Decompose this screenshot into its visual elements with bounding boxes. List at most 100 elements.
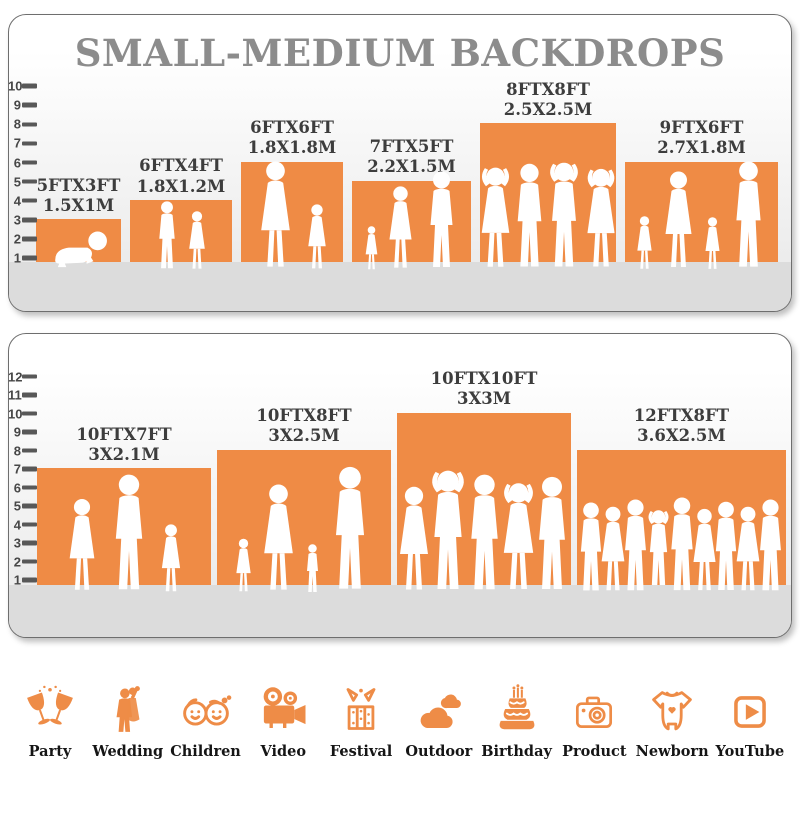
page-title: SMALL-MEDIUM BACKDROPS bbox=[74, 31, 726, 75]
bar-label: 7FTX5FT 2.2X1.5M bbox=[367, 137, 455, 177]
category-label: Birthday bbox=[481, 743, 552, 760]
bar-size-m: 3X2.1M bbox=[88, 444, 160, 464]
category-label: Party bbox=[28, 743, 72, 760]
newborn-icon bbox=[645, 679, 699, 737]
bar-size-ft: 8FTX8FT bbox=[506, 80, 590, 100]
bar-rect bbox=[37, 468, 211, 585]
bar-size-m: 1.8X1.2M bbox=[136, 176, 226, 196]
bar-size-ft: 12FTX8FT bbox=[633, 406, 730, 426]
bar-5ftx3ft: 5FTX3FT 1.5X1M bbox=[36, 176, 121, 262]
category-row: Party Wedding bbox=[0, 679, 800, 760]
bar-label: 6FTX4FT 1.8X1.2M bbox=[137, 156, 225, 196]
bar-10ftx10ft: 10FTX10FT 3X3M bbox=[397, 369, 571, 585]
bar-rect bbox=[625, 161, 778, 263]
category-label: Video bbox=[260, 743, 307, 760]
people-silhouette bbox=[471, 162, 625, 271]
party-icon bbox=[23, 679, 77, 737]
children-icon bbox=[178, 679, 234, 737]
panel-2-floor bbox=[9, 585, 791, 637]
panel-1-bars: 5FTX3FT 1.5X1M 6FTX4FT 1.8X1.2M bbox=[36, 80, 778, 262]
category-product: Product bbox=[558, 679, 630, 760]
bar-size-ft: 9FTX6FT bbox=[659, 118, 744, 138]
category-label: YouTube bbox=[715, 743, 785, 760]
bar-rect bbox=[241, 161, 343, 263]
bar-size-m: 1.5X1M bbox=[42, 195, 115, 215]
category-birthday: Birthday bbox=[481, 679, 553, 760]
category-label: Product bbox=[562, 743, 627, 760]
festival-icon bbox=[335, 679, 387, 737]
people-silhouette bbox=[233, 466, 376, 594]
people-silhouette bbox=[573, 497, 790, 594]
bar-label: 12FTX8FT 3.6X2.5M bbox=[634, 406, 729, 446]
category-children: Children bbox=[170, 679, 242, 760]
bar-size-ft: 7FTX5FT bbox=[369, 137, 454, 157]
bar-7ftx5ft: 7FTX5FT 2.2X1.5M bbox=[352, 137, 471, 262]
bar-size-ft: 6FTX4FT bbox=[139, 156, 223, 176]
panel-1-background: SMALL-MEDIUM BACKDROPS 5FTX3FT 1.5X1M 6F… bbox=[8, 14, 792, 312]
people-silhouette bbox=[48, 229, 109, 268]
bar-rect bbox=[217, 449, 391, 586]
category-label: Wedding bbox=[92, 743, 164, 760]
panel-2-background: 10FTX7FT 3X2.1M 10FTX8FT 3X2.5M bbox=[8, 333, 792, 638]
people-silhouette bbox=[362, 171, 461, 271]
bar-size-ft: 5FTX3FT bbox=[36, 175, 121, 195]
bar-12ftx8ft: 12FTX8FT 3.6X2.5M bbox=[577, 406, 786, 585]
bar-size-ft: 10FTX8FT bbox=[256, 406, 352, 426]
video-icon bbox=[256, 679, 310, 737]
bar-6ftx4ft: 6FTX4FT 1.8X1.2M bbox=[130, 156, 232, 262]
bar-9ftx6ft: 9FTX6FT 2.7X1.8M bbox=[625, 118, 778, 262]
bar-6ftx6ft: 6FTX6FT 1.8X1.8M bbox=[241, 118, 343, 262]
bar-rect bbox=[480, 123, 616, 262]
bar-label: 10FTX8FT 3X2.5M bbox=[256, 406, 351, 446]
bar-rect bbox=[130, 199, 232, 262]
bar-rect bbox=[352, 181, 471, 262]
bar-rect bbox=[577, 449, 786, 586]
bar-label: 10FTX10FT 3X3M bbox=[431, 369, 538, 409]
bar-size-m: 2.7X1.8M bbox=[657, 138, 746, 158]
bar-10ftx7ft: 10FTX7FT 3X2.1M bbox=[37, 425, 211, 585]
category-outdoor: Outdoor bbox=[403, 679, 475, 760]
category-festival: Festival bbox=[325, 679, 397, 760]
category-party: Party bbox=[14, 679, 86, 760]
people-silhouette bbox=[254, 161, 331, 271]
bar-8ftx8ft: 8FTX8FT 2.5X2.5M bbox=[480, 80, 616, 262]
bar-size-ft: 6FTX6FT bbox=[250, 118, 334, 138]
category-label: Newborn bbox=[635, 743, 709, 760]
people-silhouette bbox=[153, 201, 209, 271]
wedding-icon bbox=[103, 679, 153, 737]
bar-size-ft: 10FTX10FT bbox=[430, 369, 538, 389]
panel-1-floor bbox=[9, 262, 791, 311]
outdoor-icon bbox=[412, 679, 466, 737]
bar-size-m: 3X2.5M bbox=[268, 426, 340, 446]
category-youtube: YouTube bbox=[714, 679, 786, 760]
category-label: Festival bbox=[329, 743, 393, 760]
category-video: Video bbox=[247, 679, 319, 760]
bar-size-m: 3X3M bbox=[456, 389, 512, 409]
bar-10ftx8ft: 10FTX8FT 3X2.5M bbox=[217, 406, 391, 585]
bar-label: 9FTX6FT 2.7X1.8M bbox=[657, 118, 745, 158]
bar-rect bbox=[36, 218, 121, 262]
bar-label: 8FTX8FT 2.5X2.5M bbox=[504, 80, 592, 120]
people-silhouette bbox=[393, 470, 576, 594]
panel-small-medium-top: SMALL-MEDIUM BACKDROPS 5FTX3FT 1.5X1M 6F… bbox=[8, 14, 792, 312]
category-newborn: Newborn bbox=[635, 679, 709, 760]
bar-label: 6FTX6FT 1.8X1.8M bbox=[248, 118, 336, 158]
bar-rect bbox=[397, 412, 571, 586]
bar-label: 10FTX7FT 3X2.1M bbox=[76, 425, 171, 465]
bar-size-ft: 10FTX7FT bbox=[76, 424, 172, 444]
youtube-icon bbox=[725, 679, 775, 737]
bar-size-m: 2.2X1.5M bbox=[367, 157, 456, 177]
bar-size-m: 3.6X2.5M bbox=[637, 426, 726, 446]
category-wedding: Wedding bbox=[92, 679, 164, 760]
people-silhouette bbox=[63, 474, 185, 594]
panel-small-medium-bottom: 10FTX7FT 3X2.1M 10FTX8FT 3X2.5M bbox=[8, 333, 792, 638]
bar-label: 5FTX3FT 1.5X1M bbox=[37, 176, 121, 216]
panel-2-bars: 10FTX7FT 3X2.1M 10FTX8FT 3X2.5M bbox=[37, 369, 786, 585]
people-silhouette bbox=[633, 161, 770, 271]
bar-size-m: 2.5X2.5M bbox=[503, 100, 593, 120]
bar-size-m: 1.8X1.8M bbox=[247, 138, 337, 158]
birthday-icon bbox=[490, 679, 544, 737]
category-label: Outdoor bbox=[405, 743, 473, 760]
category-label: Children bbox=[170, 743, 241, 760]
product-icon bbox=[567, 679, 621, 737]
